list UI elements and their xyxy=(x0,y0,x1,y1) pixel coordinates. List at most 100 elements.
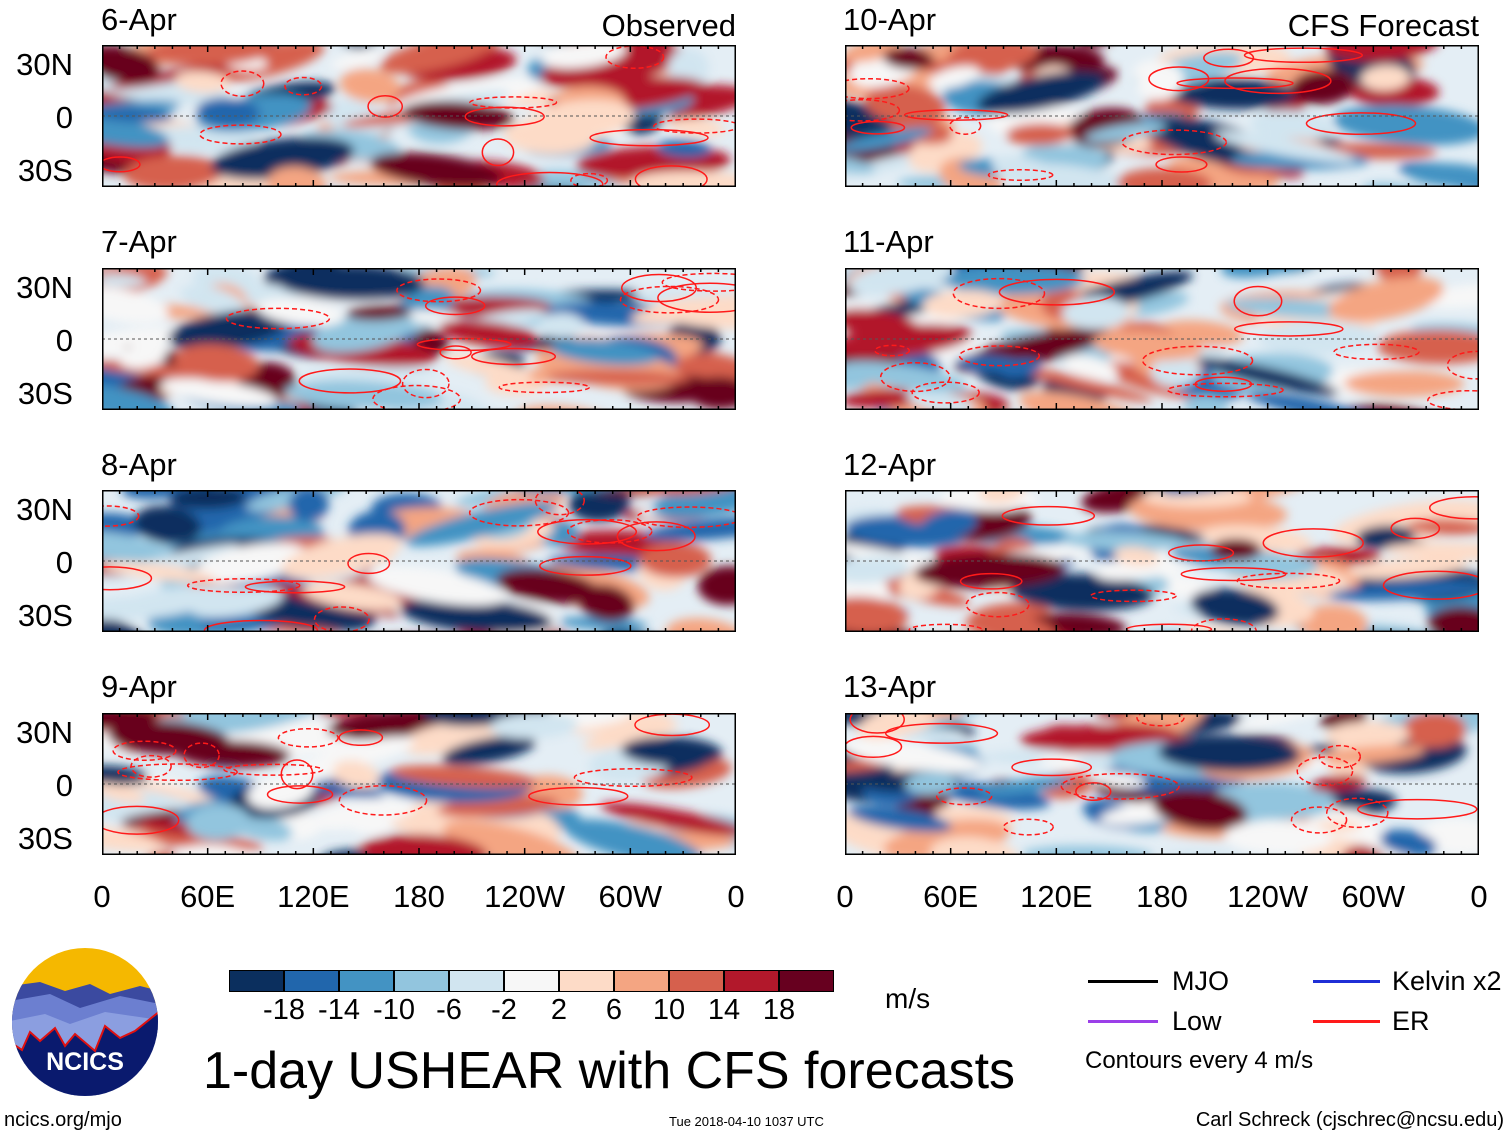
logo-text: NCICS xyxy=(46,1048,124,1076)
er-contour xyxy=(102,566,153,591)
shear-anomaly-blob xyxy=(1384,542,1479,560)
shear-anomaly-blob xyxy=(284,380,443,410)
er-contour xyxy=(117,763,238,782)
lat-tick-label: 30N xyxy=(16,47,73,82)
colorbar-label: -14 xyxy=(318,994,360,1026)
shear-anomaly-blob xyxy=(1225,297,1364,319)
er-contour xyxy=(1155,156,1208,173)
shear-anomaly-blob xyxy=(102,286,169,324)
er-contour xyxy=(1011,758,1093,777)
shear-anomaly-blob xyxy=(977,776,1073,797)
shear-anomaly-blob xyxy=(1333,104,1479,146)
er-contour xyxy=(850,120,906,135)
er-contour xyxy=(277,728,339,748)
footer-url[interactable]: ncics.org/mjo xyxy=(4,1109,122,1131)
er-contour xyxy=(619,285,720,314)
shear-anomaly-blob xyxy=(947,45,1039,72)
contours-note: Contours every 4 m/s xyxy=(1085,1047,1314,1074)
shear-anomaly-blob xyxy=(914,553,1065,589)
shear-anomaly-blob xyxy=(582,721,679,750)
shear-anomaly-blob xyxy=(102,713,160,730)
lat-tick-label: 30N xyxy=(16,715,73,750)
er-contour xyxy=(471,347,557,366)
shear-anomaly-blob xyxy=(697,566,736,606)
legend-kelvin-line xyxy=(1313,980,1380,983)
er-contour xyxy=(223,763,324,776)
lon-tick-label: 120E xyxy=(277,879,350,914)
er-contour xyxy=(1357,798,1478,820)
shear-anomaly-blob xyxy=(189,586,284,618)
shear-anomaly-blob xyxy=(1158,734,1301,772)
lon-tick-label: 180 xyxy=(393,879,445,914)
lon-tick-label: 60W xyxy=(598,879,663,914)
er-contour xyxy=(911,381,980,404)
shear-anomaly-blob xyxy=(665,618,736,632)
shear-anomaly-blob xyxy=(102,106,174,123)
er-contour xyxy=(1224,67,1332,95)
er-contour xyxy=(495,171,604,187)
shear-anomaly-blob xyxy=(1005,123,1073,146)
shear-anomaly-blob xyxy=(332,760,380,789)
colorbar-label: -6 xyxy=(436,994,462,1026)
panel-date-label: 6-Apr xyxy=(101,2,177,37)
shear-anomaly-blob xyxy=(864,84,946,126)
shear-anomaly-blob xyxy=(1019,391,1155,410)
lat-tick-label: 30S xyxy=(17,821,73,856)
panel-date-label: 13-Apr xyxy=(843,669,937,704)
shear-anomaly-blob xyxy=(281,533,402,579)
shear-anomaly-blob xyxy=(178,713,322,735)
shear-anomaly-blob xyxy=(621,736,723,767)
shear-anomaly-blob xyxy=(439,320,540,348)
shear-anomaly-blob xyxy=(102,360,221,381)
shear-anomaly-blob xyxy=(1224,820,1333,854)
er-contour xyxy=(534,490,585,516)
legend-low-label: Low xyxy=(1172,1006,1222,1036)
er-contour xyxy=(1166,382,1284,398)
panel-date-label: 11-Apr xyxy=(843,224,934,259)
shear-anomaly-blob xyxy=(1328,277,1444,322)
legend-kelvin-label: Kelvin x2 xyxy=(1392,966,1502,996)
colorbar-swatch xyxy=(724,970,779,992)
er-contour xyxy=(469,96,558,109)
panel-date-label: 10-Apr xyxy=(843,2,937,37)
shear-anomaly-blob xyxy=(288,490,329,522)
lon-tick-label: 0 xyxy=(836,879,854,914)
shear-anomaly-blob xyxy=(489,713,579,739)
er-contour xyxy=(1318,744,1362,769)
er-contour xyxy=(203,619,319,632)
lat-tick-label: 0 xyxy=(55,100,73,135)
colorbar-label: 2 xyxy=(550,994,568,1026)
shear-anomaly-blob xyxy=(918,509,978,541)
shear-anomaly-blob xyxy=(1190,588,1279,626)
colorbar-label: -10 xyxy=(373,994,415,1026)
er-contour xyxy=(1305,112,1417,136)
shear-anomaly-blob xyxy=(102,109,170,148)
er-contour xyxy=(338,785,428,816)
er-contour xyxy=(396,278,482,303)
shear-anomaly-blob xyxy=(267,166,327,187)
er-contour xyxy=(1290,806,1348,834)
er-contour xyxy=(284,76,323,96)
shear-anomaly-blob xyxy=(1063,354,1118,381)
er-contour xyxy=(952,277,1046,310)
er-contour xyxy=(528,786,629,806)
colorbar-swatch xyxy=(394,970,449,992)
shear-anomaly-blob xyxy=(1136,63,1184,101)
shear-anomaly-blob xyxy=(848,268,955,296)
er-contour xyxy=(903,109,1009,121)
shear-anomaly-blob xyxy=(929,836,1019,855)
shear-anomaly-blob xyxy=(102,383,174,410)
colorbar-units: m/s xyxy=(885,983,931,1014)
shear-anomaly-blob xyxy=(147,45,275,66)
shear-anomaly-blob xyxy=(845,94,919,143)
shear-anomaly-blob xyxy=(102,783,146,804)
shear-anomaly-blob xyxy=(161,378,278,407)
shear-anomaly-blob xyxy=(1300,604,1368,632)
legend-mjo-line xyxy=(1088,980,1158,983)
lon-tick-label: 180 xyxy=(1136,879,1188,914)
shear-anomaly-blob xyxy=(405,501,557,547)
lat-tick-label: 0 xyxy=(55,768,73,803)
shear-anomaly-blob xyxy=(656,139,712,158)
er-contour xyxy=(987,169,1054,181)
shear-anomaly-blob xyxy=(346,305,412,321)
